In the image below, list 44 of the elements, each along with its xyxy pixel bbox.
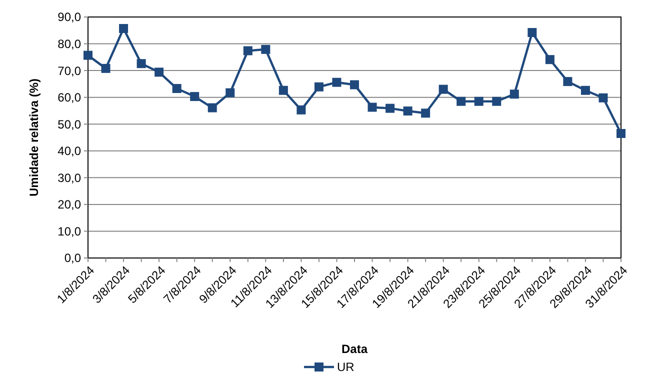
y-tick-label: 20,0 [58,198,82,212]
point [438,84,448,94]
point [492,96,502,106]
point [528,28,537,38]
y-tick-label: 50,0 [58,117,82,132]
point [350,80,359,90]
point [368,102,377,112]
point [84,50,92,60]
point [226,88,235,98]
point [119,24,128,34]
point [332,78,342,87]
point [314,82,324,92]
point [154,68,164,77]
y-tick-label: 30,0 [58,170,82,185]
point [580,86,590,95]
legend-label: UR [337,360,355,374]
y-tick-label: 60,0 [58,90,82,105]
point [403,106,412,116]
point [545,55,554,64]
point [421,108,430,118]
point [474,96,484,106]
point [136,59,146,68]
y-tick-label: 40,0 [58,144,82,158]
y-tick-label: 90,0 [58,10,82,24]
point [616,128,626,138]
y-tick-label: 70,0 [58,64,82,78]
point [598,93,608,102]
point [208,103,217,112]
point [190,92,200,102]
point [101,64,110,73]
point [510,90,519,99]
point [172,84,182,93]
y-tick-label: 10,0 [58,224,82,238]
x-axis-title: Data [341,342,368,356]
y-tick-label: 80,0 [58,36,82,51]
y-tick-label: 0,0 [64,251,82,266]
point [296,105,306,114]
point [456,96,466,106]
y-axis-title: Umidade relativa (%) [27,78,41,197]
point [563,77,572,86]
point [386,104,395,113]
point [243,46,252,56]
point [261,44,270,54]
point [278,86,288,95]
